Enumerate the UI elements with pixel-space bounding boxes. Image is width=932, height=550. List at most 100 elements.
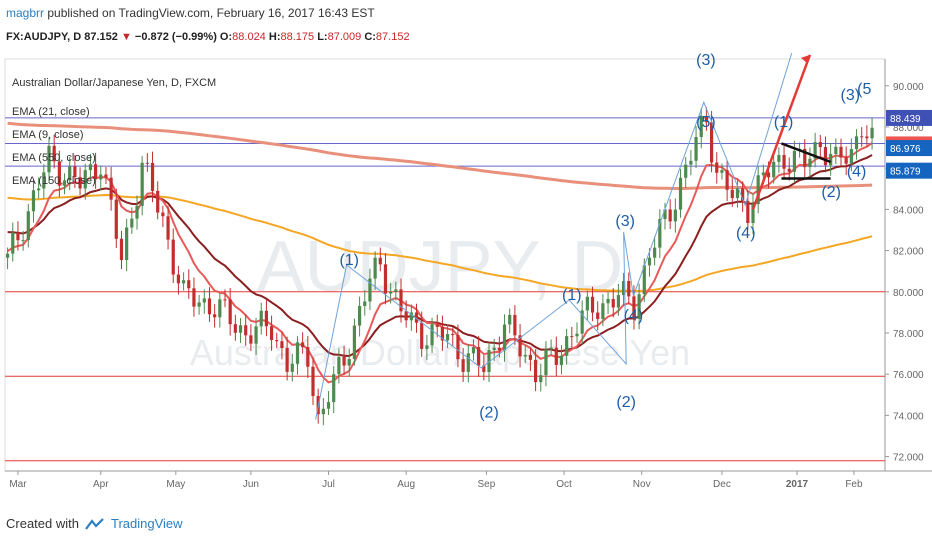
candle-body xyxy=(720,170,724,173)
candle-body xyxy=(140,162,144,206)
candle-body xyxy=(761,172,765,176)
candle-body xyxy=(130,218,134,228)
candle-body xyxy=(161,212,165,217)
x-tick-label: May xyxy=(166,479,185,490)
candle-body xyxy=(171,239,175,275)
candle-body xyxy=(735,188,740,199)
candle-body xyxy=(26,211,30,241)
x-tick-label: Apr xyxy=(93,479,109,490)
candle-body xyxy=(368,278,372,302)
y-tick-label: 74.000 xyxy=(893,411,924,422)
candle-body xyxy=(156,190,160,213)
candle-body xyxy=(751,204,755,223)
tradingview-brand[interactable]: TradingView xyxy=(110,516,183,531)
wave-label: (3) xyxy=(696,53,716,69)
candle-body xyxy=(249,335,253,344)
candle-body xyxy=(57,161,61,186)
open-value: 88.024 xyxy=(232,31,266,43)
candle-body xyxy=(487,350,491,372)
price-tag-bg xyxy=(886,109,932,126)
candle-body xyxy=(741,188,745,201)
candle-body xyxy=(399,289,403,312)
candle-body xyxy=(285,347,289,372)
candle-body xyxy=(420,322,424,349)
elliott-wave-path xyxy=(315,53,793,420)
wave-label: (2) xyxy=(616,394,636,411)
candle-body xyxy=(580,310,584,334)
candle-body xyxy=(570,336,574,338)
candle-body xyxy=(709,122,714,163)
price-tag: 85.879 xyxy=(886,162,932,179)
candle-body xyxy=(269,326,274,341)
candle-body xyxy=(746,200,750,223)
candle-body xyxy=(803,148,807,168)
publish-date: published on TradingView.com, February 1… xyxy=(44,6,375,20)
low-label: L: xyxy=(317,31,328,43)
candle-body xyxy=(321,408,325,415)
candle-body xyxy=(83,170,87,189)
candle-body xyxy=(585,296,589,311)
candle-body xyxy=(544,349,548,376)
indicator-label: EMA (150, close) xyxy=(12,175,96,187)
candle-body xyxy=(787,168,791,172)
candle-body xyxy=(342,356,346,366)
candle-body xyxy=(513,314,517,336)
candle-body xyxy=(616,295,621,308)
wave-label: (5) xyxy=(696,114,716,131)
price-tag-bg xyxy=(886,162,932,179)
candle-body xyxy=(642,265,646,295)
candle-body xyxy=(865,136,869,139)
y-tick-label: 78.000 xyxy=(893,329,924,340)
wave-label: (3) xyxy=(841,87,861,104)
close-value: 87.152 xyxy=(375,31,410,43)
candle-body xyxy=(357,306,362,326)
candle-body xyxy=(404,311,408,321)
candle-body xyxy=(114,199,118,239)
candle-body xyxy=(813,142,817,159)
wave-label: (4) xyxy=(736,225,756,242)
x-tick-label: 2017 xyxy=(786,479,809,490)
candle-body xyxy=(275,340,279,342)
candle-body xyxy=(854,136,859,150)
candle-body xyxy=(445,333,450,341)
wave-label: (3) xyxy=(615,213,635,230)
candle-body xyxy=(849,149,853,164)
candle-body xyxy=(192,288,196,307)
candle-body xyxy=(699,115,703,137)
price-tag-bg xyxy=(886,140,932,157)
down-arrow-icon: ▼ xyxy=(120,31,132,43)
candle-body xyxy=(109,177,113,200)
close-label: C: xyxy=(364,31,376,43)
candle-body xyxy=(689,160,693,165)
candle-body xyxy=(621,281,626,296)
high-value: 88.175 xyxy=(280,31,315,43)
candle-body xyxy=(223,299,227,301)
y-tick-label: 80.000 xyxy=(893,288,924,299)
candle-body xyxy=(389,291,393,294)
candle-body xyxy=(606,298,610,304)
ema-21-line xyxy=(7,154,873,358)
candle-body xyxy=(792,150,797,172)
candle-body xyxy=(678,177,683,210)
candle-body xyxy=(347,359,351,366)
candle-body xyxy=(311,366,315,397)
candle-body xyxy=(62,180,67,186)
watermark-subtitle: Australian Dollar/Japanese Yen xyxy=(190,332,690,373)
candle-body xyxy=(99,174,103,180)
candle-body xyxy=(326,402,331,409)
candle-body xyxy=(16,232,20,241)
wave-label: (2) xyxy=(479,404,499,421)
candle-body xyxy=(259,310,263,327)
x-tick-label: Oct xyxy=(556,479,572,490)
author-link[interactable]: magbrr xyxy=(6,6,45,20)
candle-body xyxy=(21,240,25,242)
candle-body xyxy=(777,155,781,162)
candle-body xyxy=(93,164,98,180)
candle-body xyxy=(280,341,284,348)
candle-body xyxy=(5,253,10,258)
candle-body xyxy=(31,190,36,212)
price-tag: 86.976 xyxy=(886,140,932,157)
candle-body xyxy=(528,354,533,360)
candle-body xyxy=(834,146,838,154)
